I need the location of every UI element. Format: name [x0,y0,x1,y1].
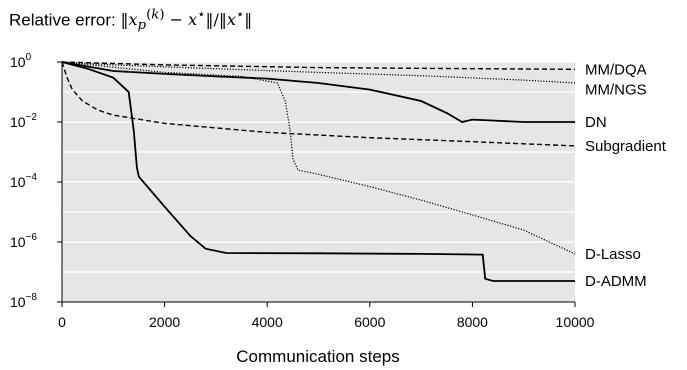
chart-title: Relative error: ‖xp(k) − x⋆‖/‖x⋆‖ [9,8,252,34]
axes: 0 2000 4000 6000 8000 10000 100 10−2 10−4 10−6 10−… [10,52,595,330]
x-axis-label: Communication steps [236,347,399,366]
x-tick-label: 10000 [556,314,595,330]
y-tick-label: 10−6 [10,232,37,250]
series-line-mm-dqa [61,61,576,70]
series-label: D-ADMM [585,273,647,290]
series-line-subgradient [61,61,576,147]
y-tick-label: 10−2 [10,112,37,130]
x-tick-label: 6000 [354,314,385,330]
x-tick-label: 2000 [149,314,180,330]
x-tick-label: 4000 [252,314,283,330]
series-line-mm-ngs [61,61,576,84]
x-tick-label: 0 [58,314,66,330]
y-tick-label: 100 [10,52,32,70]
y-tick-label: 10−4 [10,172,37,190]
series-line-d-admm [61,61,575,282]
series-label: MM/NGS [585,81,647,98]
series-label: MM/DQA [585,61,647,78]
series-label: DN [585,114,607,131]
series-label: Subgradient [585,138,667,155]
series-labels: MM/DQA MM/NGS DN Subgradient D-Lasso D-ADMM [585,61,667,290]
title-formula: ‖xp(k) − x⋆‖/‖x⋆‖ [120,8,253,34]
series-lines [61,61,576,282]
x-tick-label: 8000 [457,314,488,330]
series-line-dn [61,61,575,123]
title-label: Relative error: [9,10,121,30]
y-tick-label: 10−8 [10,292,37,310]
series-label: D-Lasso [585,246,641,263]
